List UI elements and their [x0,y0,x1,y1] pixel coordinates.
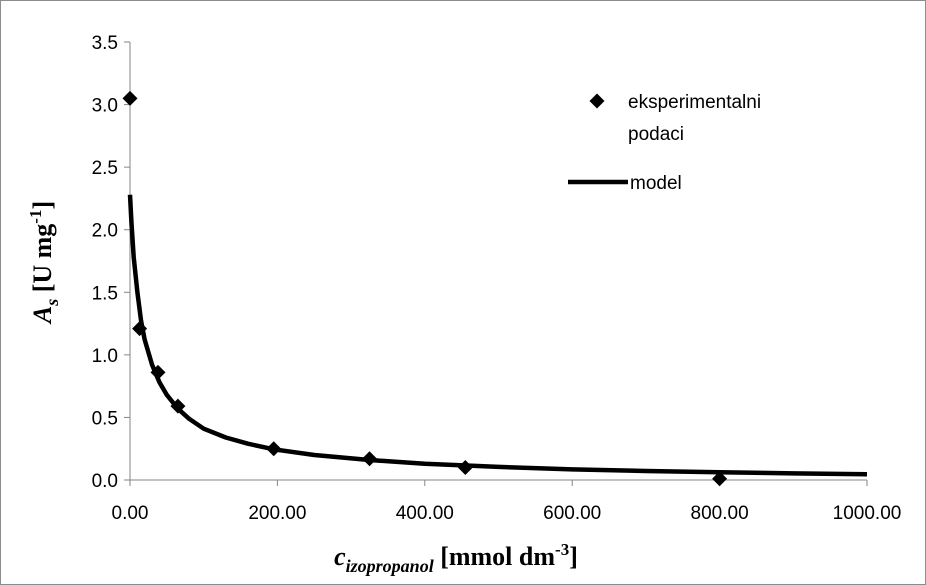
x-axis-title: cizopropanol [mmol dm-3] [334,540,578,576]
data-point-diamond [457,459,473,475]
y-axis-title: As [U mg-1] [26,201,62,325]
x-tick-label: 1000.00 [833,503,902,524]
y-tick-label: 2.5 [92,158,118,179]
x-tick-label: 0.00 [112,503,149,524]
legend-label-eksperimentalni-line2: podaci [628,124,684,145]
y-tick-label: 1.5 [92,283,118,304]
data-point-diamond [712,471,728,487]
data-point-diamond [170,398,186,414]
data-point-diamond [150,364,166,380]
y-tick-label: 3.5 [92,33,118,54]
x-tick-label: 400.00 [396,503,454,524]
plot-series [122,90,868,487]
y-tick-label: 1.0 [92,346,118,367]
legend-label-eksperimentalni-line1: eksperimentalni [628,92,761,113]
y-tick-label: 3.0 [92,96,118,117]
legend: eksperimentalni podaci model [568,92,761,194]
legend-marker-diamond [589,93,605,109]
y-tick-label: 0.5 [92,408,118,429]
y-tick-label: 2.0 [92,221,118,242]
x-tick-label: 200.00 [248,503,306,524]
data-point-diamond [132,321,148,337]
data-point-diamond [122,90,138,106]
x-tick-label: 800.00 [691,503,749,524]
data-point-diamond [266,441,282,457]
model-line [127,194,868,477]
x-tick-label: 600.00 [543,503,601,524]
y-tick-label: 0.0 [92,471,118,492]
x-axis-ticks: 0.00 200.00 400.00 600.00 800.00 1000.00 [112,480,902,524]
legend-label-model: model [630,173,682,194]
y-axis-ticks: 0.0 0.5 1.0 1.5 2.0 2.5 3.0 3.5 [92,33,130,492]
data-point-diamond [362,451,378,467]
